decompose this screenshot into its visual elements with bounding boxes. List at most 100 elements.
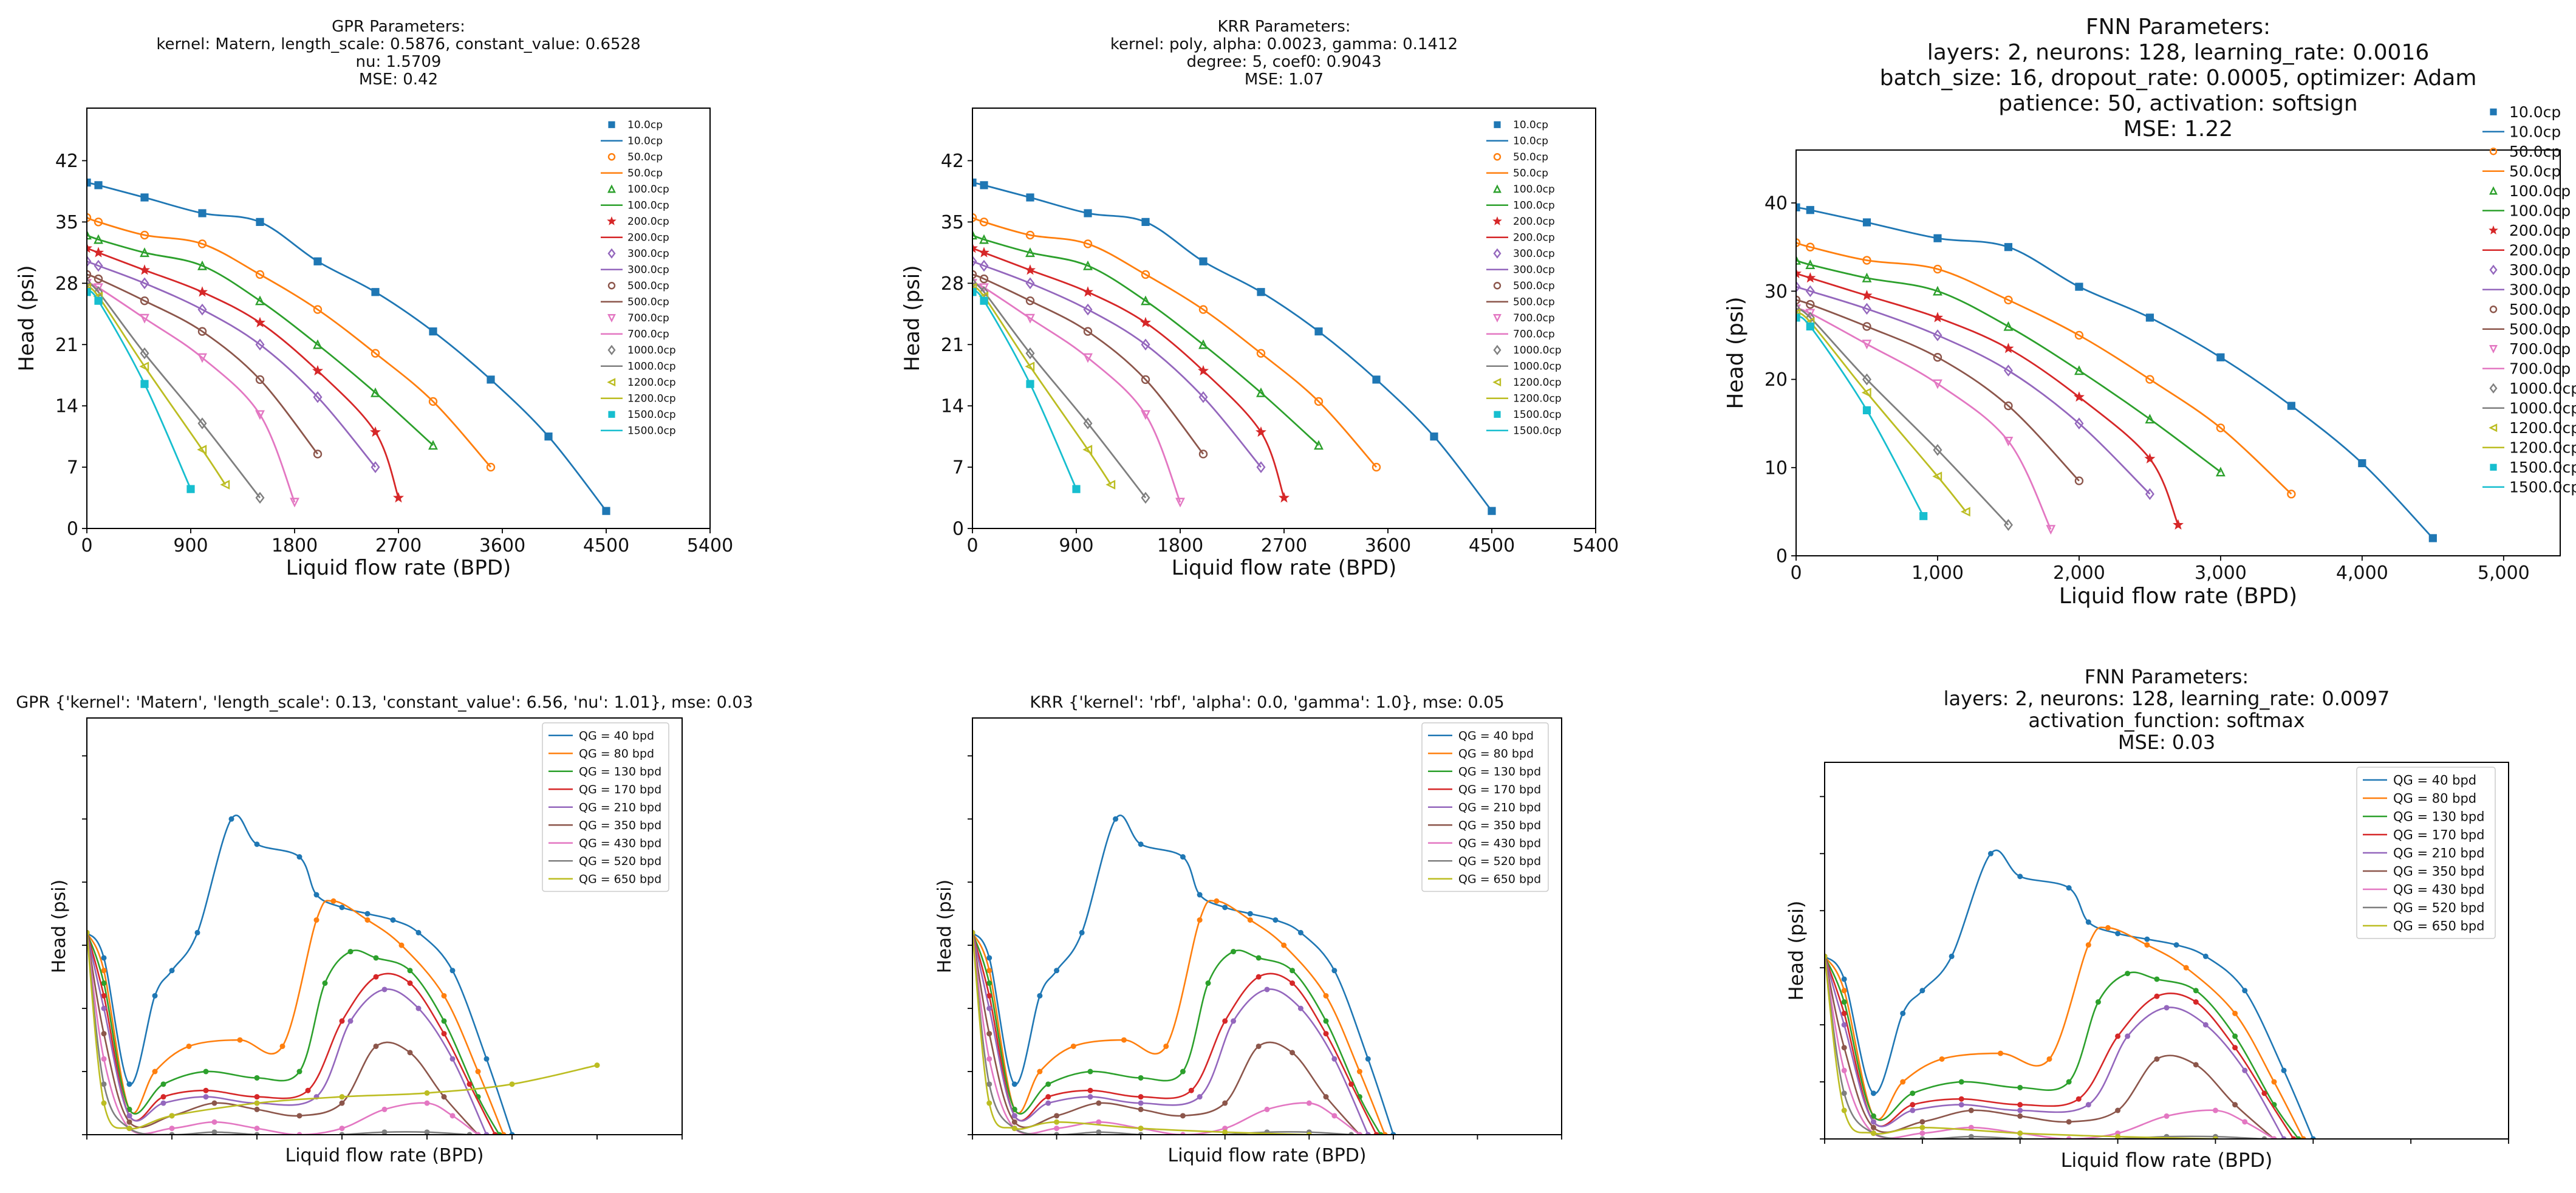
data-point — [94, 234, 103, 244]
data-point — [211, 1100, 217, 1106]
data-point — [972, 282, 977, 293]
series-line — [972, 282, 1181, 503]
data-point — [254, 316, 266, 327]
legend-label: QG = 130 bpd — [2393, 809, 2485, 824]
data-point — [1356, 1068, 1362, 1075]
data-point — [2242, 1119, 2248, 1125]
chart-panel-1: GPR Parameters:kernel: Matern, length_sc… — [15, 18, 733, 580]
data-point — [1356, 1132, 1362, 1135]
data-point — [1862, 322, 1871, 331]
data-point — [979, 217, 989, 227]
data-point — [1960, 507, 1970, 517]
data-point — [1323, 1094, 1329, 1100]
data-point — [2066, 1136, 2072, 1139]
data-point — [1314, 327, 1323, 336]
data-point — [1082, 445, 1093, 455]
y-tick-label: 40 — [1765, 193, 1788, 214]
data-point — [186, 1043, 192, 1049]
data-point — [1796, 238, 1801, 247]
data-point — [1348, 1132, 1355, 1135]
data-point — [364, 911, 371, 917]
data-point — [255, 295, 265, 306]
data-point — [1488, 507, 1496, 515]
data-point — [1841, 999, 1847, 1005]
legend-label: 200.0cp — [1513, 216, 1555, 228]
data-point — [87, 178, 91, 187]
data-point — [381, 1106, 388, 1112]
data-point — [1083, 327, 1093, 336]
data-point — [2144, 453, 2156, 463]
data-point — [972, 230, 977, 240]
data-point — [2066, 1079, 2072, 1085]
data-point — [602, 507, 610, 515]
series-line — [1796, 299, 2080, 482]
legend-label: 100.0cp — [2509, 182, 2571, 200]
legend-marker — [2490, 463, 2497, 471]
data-point — [101, 993, 107, 999]
legend-label: 100.0cp — [627, 200, 669, 212]
legend: 10.0cp 10.0cp 50.0cp 50.0cp 100.0cp 100.0cp 20… — [601, 119, 676, 437]
legend-marker — [608, 121, 615, 128]
data-point — [487, 375, 495, 384]
data-point — [509, 1132, 515, 1135]
legend-label: QG = 80 bpd — [2393, 791, 2476, 805]
data-point — [1096, 1119, 1102, 1125]
data-point — [1968, 1124, 1974, 1130]
legend-marker — [607, 153, 616, 161]
data-point — [986, 980, 992, 986]
series-line — [1796, 207, 2434, 539]
data-point — [1796, 281, 1801, 293]
data-point — [1197, 364, 1209, 376]
axes-frame — [972, 717, 1562, 1135]
data-point — [407, 980, 413, 986]
data-point — [126, 1106, 132, 1112]
data-point — [1870, 1113, 1876, 1119]
legend-marker — [1493, 282, 1502, 290]
data-point — [2271, 1079, 2277, 1085]
data-point — [101, 1056, 107, 1062]
data-point — [2085, 919, 2091, 925]
chart-title-line: FNN Parameters: — [2085, 665, 2249, 688]
data-point — [2295, 1136, 2301, 1139]
legend-label: 300.0cp — [1513, 248, 1555, 260]
legend-label: QG = 430 bpd — [1458, 836, 1541, 850]
data-point — [339, 1094, 345, 1100]
data-point — [313, 892, 319, 898]
data-point — [1958, 1096, 1964, 1102]
data-point — [255, 270, 265, 279]
legend-label: 1200.0cp — [2509, 419, 2576, 437]
data-point — [1180, 1068, 1186, 1075]
data-point — [979, 274, 989, 284]
legend-label: 700.0cp — [627, 329, 669, 341]
data-point — [1222, 1129, 1228, 1135]
chart-title-line: MSE: 1.22 — [2123, 117, 2233, 142]
data-point — [1314, 397, 1324, 406]
data-point — [140, 296, 149, 306]
y-tick-label: 7 — [952, 457, 964, 479]
data-point — [1841, 1090, 1847, 1096]
data-point — [87, 929, 90, 935]
y-tick-label: 0 — [952, 519, 964, 540]
data-point — [2017, 1084, 2023, 1090]
axes-frame — [86, 717, 683, 1135]
data-point — [220, 479, 230, 490]
data-point — [1372, 375, 1381, 384]
data-point — [2232, 1010, 2238, 1016]
x-tick-label: 5,000 — [2478, 562, 2530, 584]
data-point — [169, 968, 175, 974]
data-point — [101, 1100, 107, 1106]
chart-title-line: degree: 5, coef0: 0.9043 — [1186, 53, 1381, 71]
data-point — [2115, 1107, 2121, 1113]
data-point — [501, 1132, 507, 1135]
data-point — [979, 283, 989, 293]
data-point — [1054, 1119, 1060, 1125]
data-point — [1025, 277, 1035, 290]
data-point — [1121, 1037, 1127, 1043]
legend-marker — [1493, 153, 1502, 161]
data-point — [1255, 426, 1267, 437]
data-point — [1933, 285, 1942, 296]
legend-label: 1500.0cp — [1513, 409, 1562, 421]
data-point — [2215, 467, 2226, 477]
data-point — [1045, 1081, 1051, 1087]
x-tick-label: 2700 — [375, 535, 422, 556]
